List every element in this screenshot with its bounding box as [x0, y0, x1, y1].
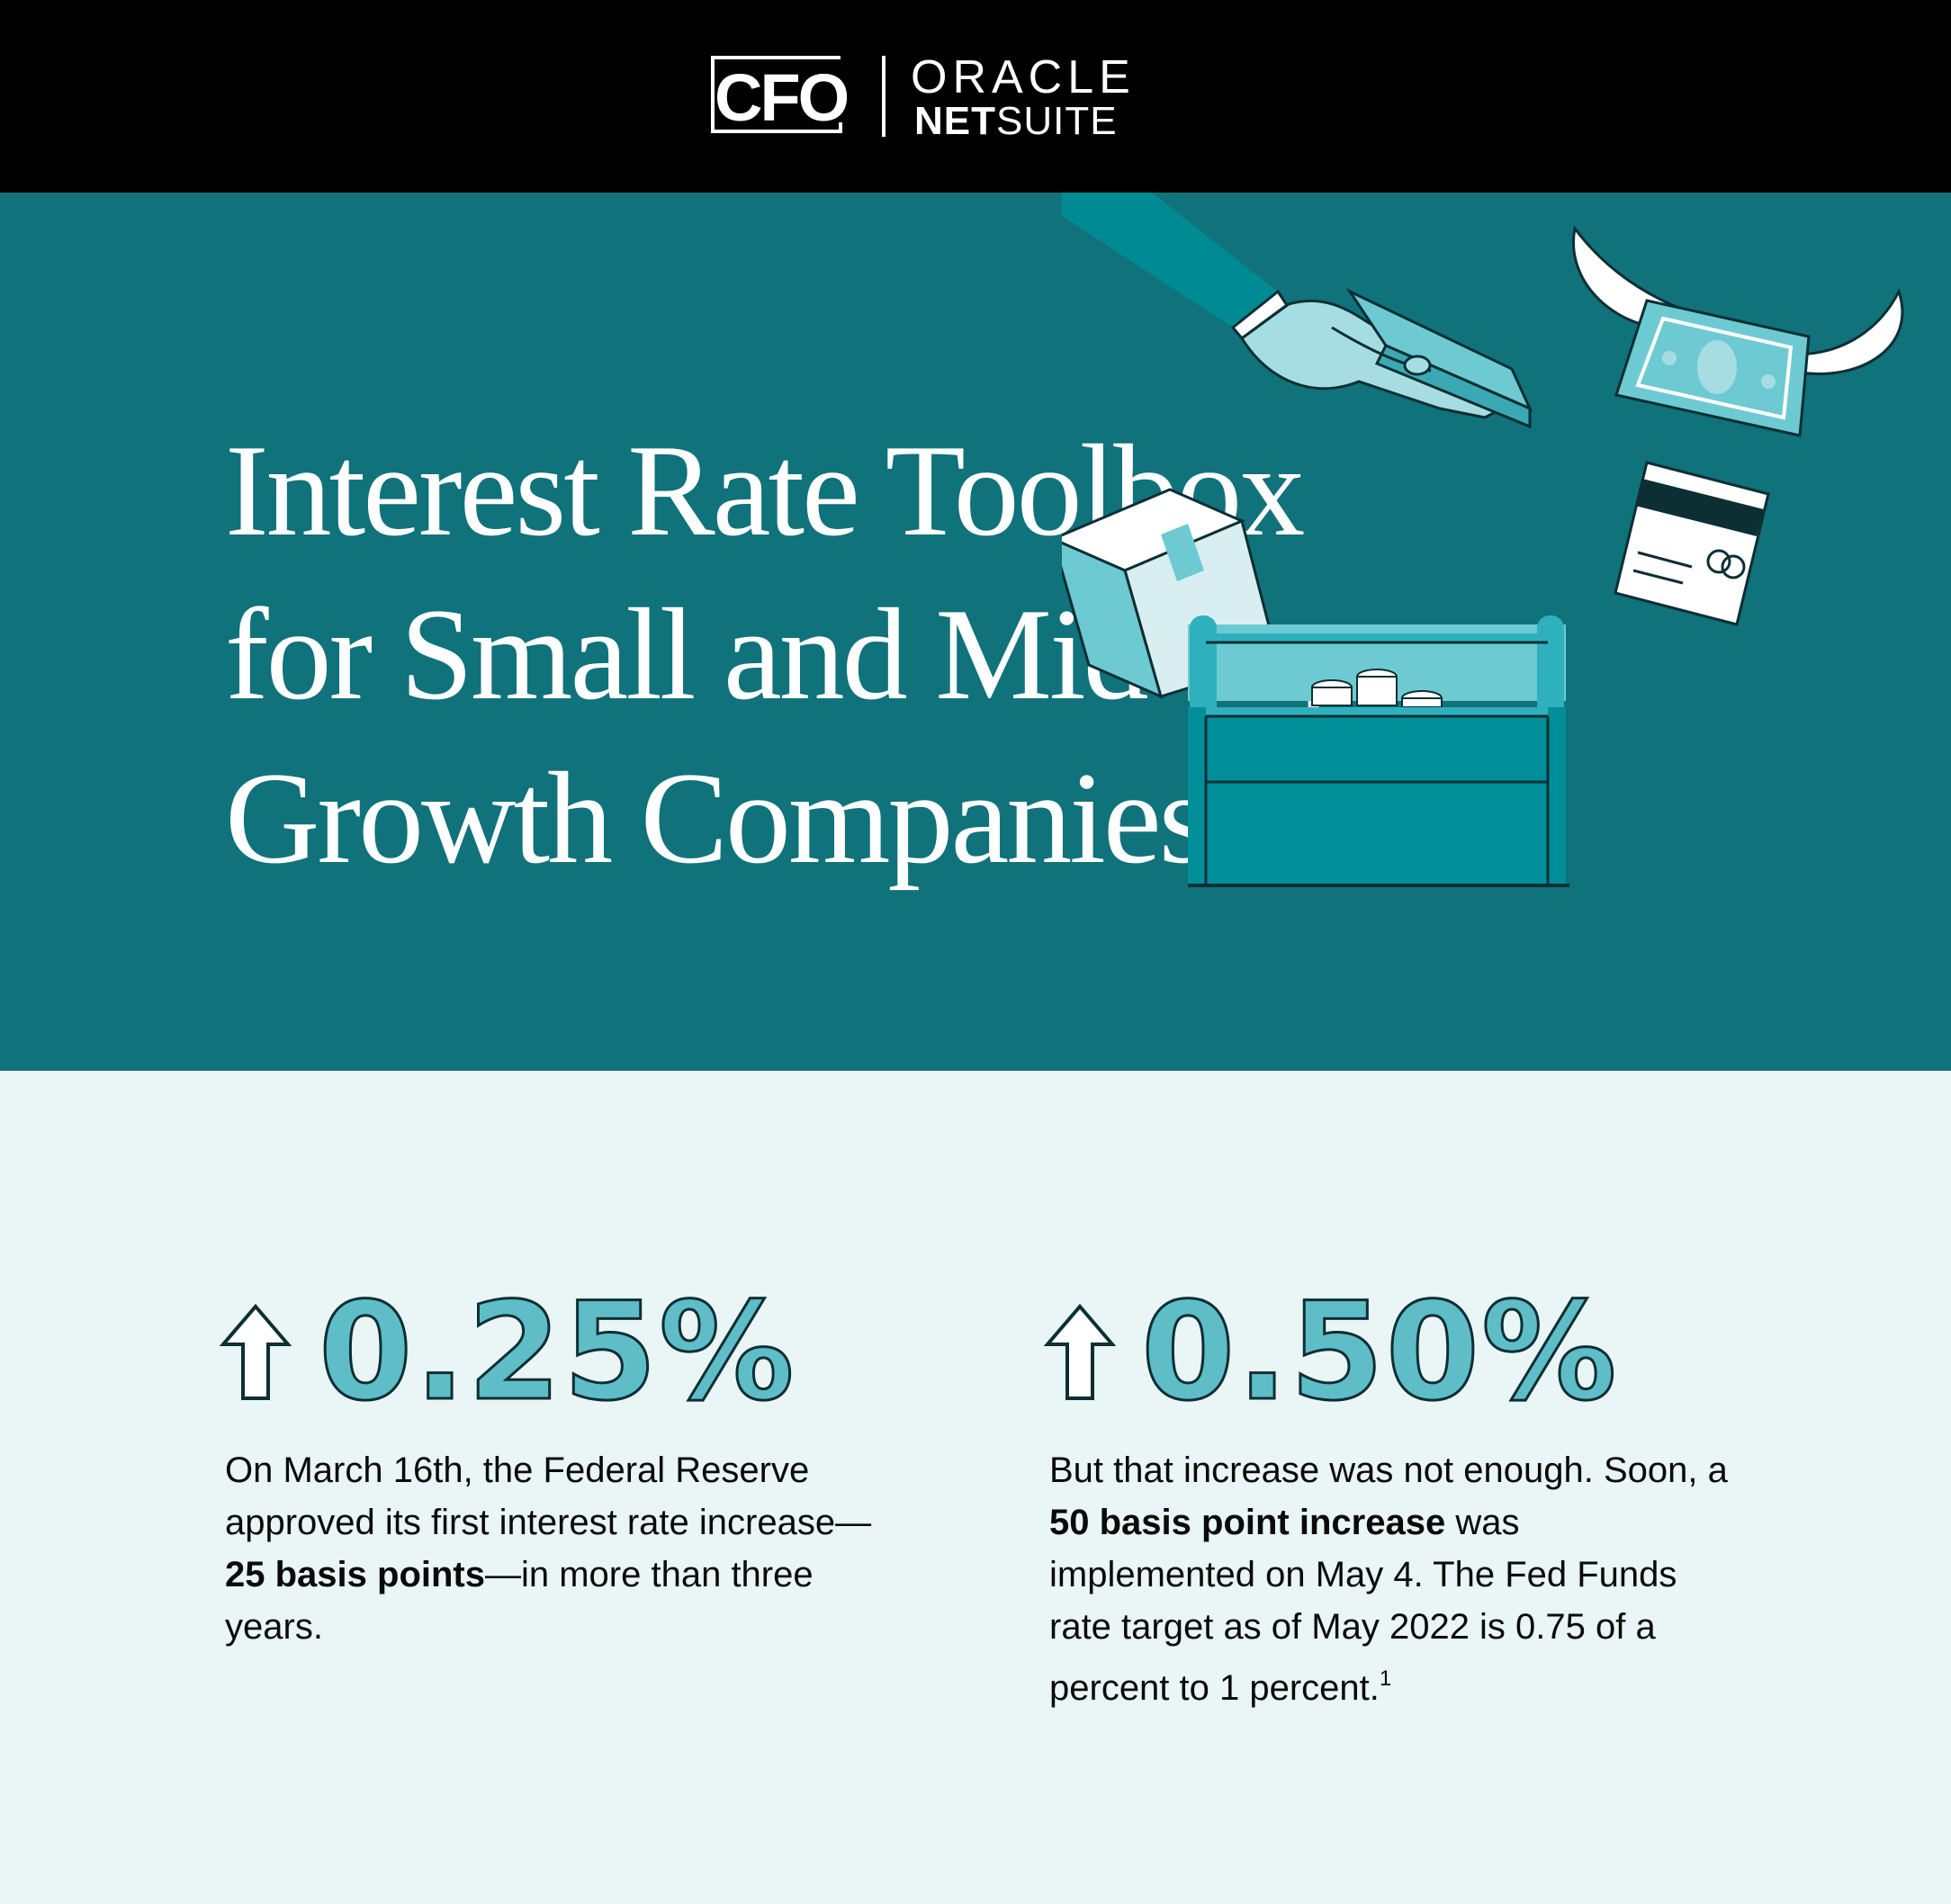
desc-text: —in more than three years. [225, 1555, 814, 1647]
stat-description: But that increase was not enough. Soon, … [1049, 1444, 1733, 1714]
flying-money-icon [1572, 225, 1904, 437]
stat-value: 0.50% [1139, 1273, 1619, 1432]
cfo-logo-frame [839, 122, 842, 133]
up-arrow-icon [1044, 1303, 1116, 1400]
desc-text: But that increase was not enough. Soon, … [1049, 1450, 1728, 1490]
stat-description: On March 16th, the Federal Reserve appro… [225, 1444, 909, 1653]
title-line: Growth Companies [225, 745, 1209, 891]
toolbox-icon [1188, 615, 1569, 887]
cfo-logo: CFO [711, 56, 850, 135]
hand-with-money-icon [1062, 193, 1533, 429]
desc-text: was implemented on May 4. The Fed Funds … [1049, 1503, 1677, 1708]
desc-text: On March 16th, the Federal Reserve appro… [225, 1450, 872, 1542]
up-arrow-icon [220, 1303, 292, 1400]
hero-banner: Interest Rate Toolbox for Small and Mid-… [0, 193, 1951, 1071]
stat-value: 0.25% [317, 1273, 796, 1432]
coin-stack-icon [1311, 669, 1443, 708]
footnote-marker: 1 [1379, 1666, 1392, 1691]
desc-bold-text: 50 basis point increase [1049, 1503, 1446, 1542]
netsuite-logo: NETSUITE [914, 99, 1118, 144]
netsuite-logo-rest: SUITE [996, 99, 1118, 143]
desc-bold-text: 25 basis points [225, 1555, 485, 1594]
logo-divider [882, 56, 886, 137]
header-bar: CFO ORACLE NETSUITE [0, 0, 1951, 193]
netsuite-logo-bold: NET [914, 99, 996, 143]
credit-card-icon [1614, 461, 1770, 626]
oracle-logo: ORACLE [911, 51, 1136, 103]
toolbox-illustration [1062, 193, 1904, 887]
